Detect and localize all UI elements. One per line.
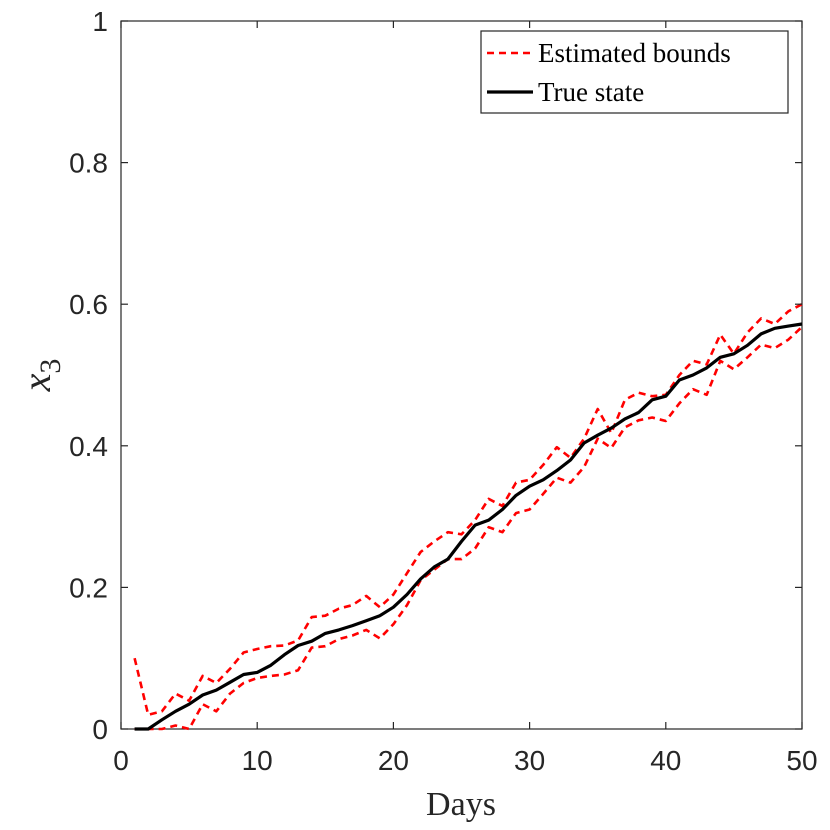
legend-label-true-state: True state	[538, 77, 644, 107]
x-tick-label: 20	[378, 745, 409, 776]
y-axis-label-main: x	[14, 373, 59, 392]
y-tick-label: 0.4	[69, 431, 108, 462]
x-tick-label: 30	[514, 745, 545, 776]
tick-layer: 0 10 20 30 40 50 0 0.2 0.4 0.6 0.8 1	[69, 6, 818, 776]
legend: Estimated bounds True state	[480, 30, 789, 114]
y-tick-label: 0.2	[69, 572, 108, 603]
x-tick-label: 40	[650, 745, 681, 776]
series-line-upper	[133, 303, 803, 717]
series-line-true	[134, 322, 803, 731]
x-tick-label: 10	[242, 745, 273, 776]
legend-box	[480, 30, 789, 114]
x-tick-label: 0	[113, 745, 129, 776]
series-layer	[133, 303, 803, 731]
y-tick-label: 0.6	[69, 289, 108, 320]
x-axis-label: Days	[426, 786, 496, 823]
y-axis-label-subscript: 3	[34, 359, 67, 374]
x-tick-label: 50	[786, 745, 817, 776]
series-line-lower	[134, 325, 803, 731]
y-tick-label: 0.8	[69, 148, 108, 179]
y-tick-label: 1	[92, 6, 108, 37]
y-axis-label: x3	[14, 359, 67, 393]
plot-area	[120, 20, 803, 730]
legend-label-estimated-bounds: Estimated bounds	[538, 38, 731, 68]
y-tick-label: 0	[92, 714, 108, 745]
